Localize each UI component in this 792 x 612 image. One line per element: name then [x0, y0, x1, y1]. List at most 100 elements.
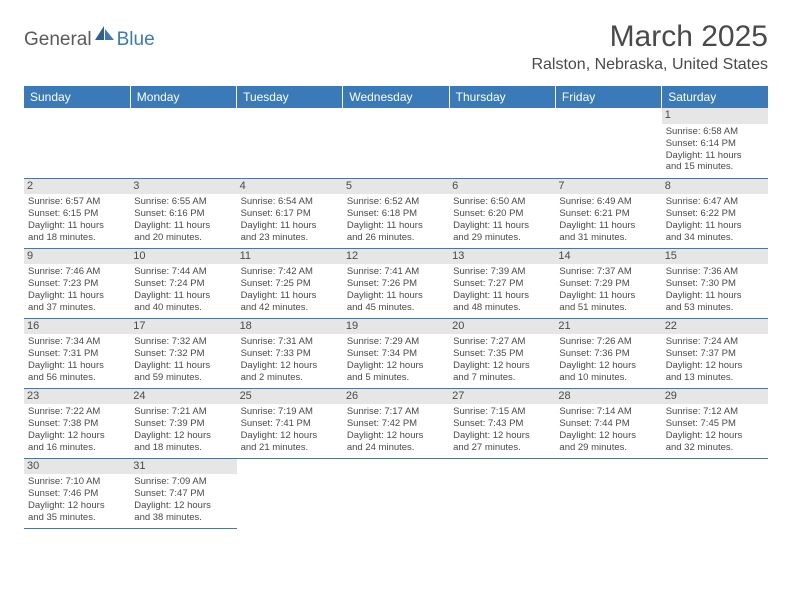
daylight-line-2: and 16 minutes.: [28, 442, 126, 454]
daylight-line-2: and 53 minutes.: [666, 302, 764, 314]
day-number: 30: [24, 459, 130, 475]
sunset-line: Sunset: 6:15 PM: [28, 208, 126, 220]
calendar-cell: 30Sunrise: 7:10 AMSunset: 7:46 PMDayligh…: [24, 458, 130, 528]
sunrise-line: Sunrise: 7:42 AM: [241, 266, 339, 278]
sunset-line: Sunset: 7:39 PM: [134, 418, 232, 430]
sunset-line: Sunset: 6:17 PM: [241, 208, 339, 220]
daylight-line: Daylight: 11 hours: [666, 150, 764, 162]
day-header: Friday: [555, 86, 661, 108]
daylight-line-2: and 29 minutes.: [559, 442, 657, 454]
day-number: 21: [555, 319, 661, 335]
calendar-cell: 24Sunrise: 7:21 AMSunset: 7:39 PMDayligh…: [130, 388, 236, 458]
daylight-line: Daylight: 11 hours: [134, 290, 232, 302]
sunrise-line: Sunrise: 7:14 AM: [559, 406, 657, 418]
sunrise-line: Sunrise: 7:27 AM: [453, 336, 551, 348]
daylight-line-2: and 13 minutes.: [666, 372, 764, 384]
sunset-line: Sunset: 7:33 PM: [241, 348, 339, 360]
daylight-line: Daylight: 11 hours: [453, 220, 551, 232]
calendar-cell: 18Sunrise: 7:31 AMSunset: 7:33 PMDayligh…: [237, 318, 343, 388]
day-number: 11: [237, 249, 343, 265]
daylight-line: Daylight: 12 hours: [559, 430, 657, 442]
calendar-row: 30Sunrise: 7:10 AMSunset: 7:46 PMDayligh…: [24, 458, 768, 528]
calendar-cell: [343, 458, 449, 528]
day-header: Tuesday: [237, 86, 343, 108]
day-number: 18: [237, 319, 343, 335]
daylight-line-2: and 40 minutes.: [134, 302, 232, 314]
daylight-line-2: and 42 minutes.: [241, 302, 339, 314]
day-number: 16: [24, 319, 130, 335]
day-number: 28: [555, 389, 661, 405]
daylight-line: Daylight: 12 hours: [241, 360, 339, 372]
sunrise-line: Sunrise: 7:36 AM: [666, 266, 764, 278]
logo: General Blue: [24, 26, 155, 53]
sunrise-line: Sunrise: 6:50 AM: [453, 196, 551, 208]
daylight-line-2: and 18 minutes.: [134, 442, 232, 454]
daylight-line-2: and 7 minutes.: [453, 372, 551, 384]
month-title: March 2025: [531, 20, 768, 54]
logo-text-blue: Blue: [117, 29, 155, 51]
calendar-cell: 15Sunrise: 7:36 AMSunset: 7:30 PMDayligh…: [662, 248, 768, 318]
day-header: Saturday: [662, 86, 768, 108]
calendar-cell: 23Sunrise: 7:22 AMSunset: 7:38 PMDayligh…: [24, 388, 130, 458]
day-number: 27: [449, 389, 555, 405]
calendar-cell: 28Sunrise: 7:14 AMSunset: 7:44 PMDayligh…: [555, 388, 661, 458]
sunset-line: Sunset: 7:25 PM: [241, 278, 339, 290]
daylight-line: Daylight: 12 hours: [134, 430, 232, 442]
daylight-line-2: and 10 minutes.: [559, 372, 657, 384]
sunset-line: Sunset: 7:36 PM: [559, 348, 657, 360]
calendar-cell: 31Sunrise: 7:09 AMSunset: 7:47 PMDayligh…: [130, 458, 236, 528]
sunset-line: Sunset: 7:35 PM: [453, 348, 551, 360]
daylight-line-2: and 18 minutes.: [28, 232, 126, 244]
daylight-line-2: and 31 minutes.: [559, 232, 657, 244]
calendar-cell: [130, 108, 236, 178]
sunset-line: Sunset: 7:38 PM: [28, 418, 126, 430]
sunset-line: Sunset: 7:45 PM: [666, 418, 764, 430]
day-number: 17: [130, 319, 236, 335]
day-number: 23: [24, 389, 130, 405]
daylight-line-2: and 48 minutes.: [453, 302, 551, 314]
sunset-line: Sunset: 7:27 PM: [453, 278, 551, 290]
sunrise-line: Sunrise: 7:46 AM: [28, 266, 126, 278]
daylight-line: Daylight: 11 hours: [666, 290, 764, 302]
sunset-line: Sunset: 7:44 PM: [559, 418, 657, 430]
daylight-line-2: and 5 minutes.: [347, 372, 445, 384]
daylight-line-2: and 21 minutes.: [241, 442, 339, 454]
calendar-cell: [343, 108, 449, 178]
day-header: Wednesday: [343, 86, 449, 108]
day-number: 13: [449, 249, 555, 265]
daylight-line: Daylight: 11 hours: [241, 290, 339, 302]
calendar-row: 1Sunrise: 6:58 AMSunset: 6:14 PMDaylight…: [24, 108, 768, 178]
day-number: 1: [662, 108, 768, 124]
sunset-line: Sunset: 7:30 PM: [666, 278, 764, 290]
sunrise-line: Sunrise: 7:17 AM: [347, 406, 445, 418]
day-header: Thursday: [449, 86, 555, 108]
calendar-cell: 14Sunrise: 7:37 AMSunset: 7:29 PMDayligh…: [555, 248, 661, 318]
daylight-line-2: and 23 minutes.: [241, 232, 339, 244]
sunset-line: Sunset: 7:23 PM: [28, 278, 126, 290]
daylight-line: Daylight: 12 hours: [559, 360, 657, 372]
daylight-line: Daylight: 11 hours: [347, 220, 445, 232]
calendar-cell: 3Sunrise: 6:55 AMSunset: 6:16 PMDaylight…: [130, 178, 236, 248]
daylight-line: Daylight: 12 hours: [453, 430, 551, 442]
sunset-line: Sunset: 7:26 PM: [347, 278, 445, 290]
location: Ralston, Nebraska, United States: [531, 56, 768, 74]
sunrise-line: Sunrise: 7:37 AM: [559, 266, 657, 278]
calendar-cell: 7Sunrise: 6:49 AMSunset: 6:21 PMDaylight…: [555, 178, 661, 248]
day-header: Monday: [130, 86, 236, 108]
sunset-line: Sunset: 7:32 PM: [134, 348, 232, 360]
sunrise-line: Sunrise: 6:55 AM: [134, 196, 232, 208]
daylight-line: Daylight: 12 hours: [666, 360, 764, 372]
sunset-line: Sunset: 6:20 PM: [453, 208, 551, 220]
sunset-line: Sunset: 7:46 PM: [28, 488, 126, 500]
daylight-line-2: and 26 minutes.: [347, 232, 445, 244]
sunrise-line: Sunrise: 7:32 AM: [134, 336, 232, 348]
calendar-cell: [662, 458, 768, 528]
sunrise-line: Sunrise: 7:15 AM: [453, 406, 551, 418]
sunset-line: Sunset: 7:24 PM: [134, 278, 232, 290]
daylight-line: Daylight: 11 hours: [559, 220, 657, 232]
day-number: 7: [555, 179, 661, 195]
daylight-line: Daylight: 11 hours: [453, 290, 551, 302]
day-number: 9: [24, 249, 130, 265]
calendar-cell: [237, 108, 343, 178]
day-number: 22: [662, 319, 768, 335]
